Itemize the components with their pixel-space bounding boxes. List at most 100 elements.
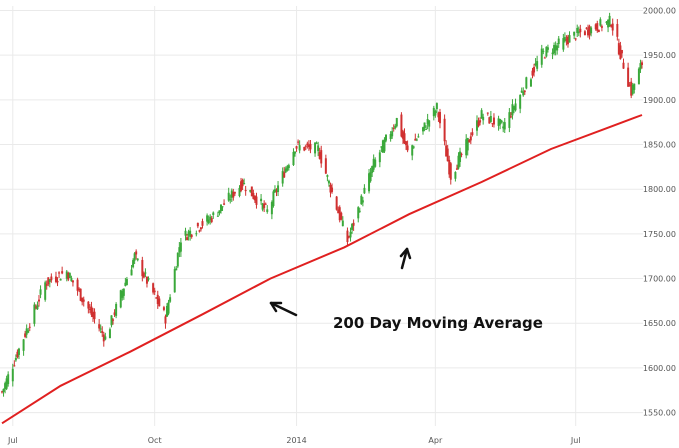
candle: [448, 155, 451, 178]
candle-body: [414, 138, 417, 141]
candle-body: [24, 333, 27, 337]
candle: [432, 105, 435, 121]
candle: [460, 152, 463, 158]
candle-body: [164, 316, 167, 324]
candle: [1, 390, 3, 394]
candle: [218, 210, 221, 216]
candle: [24, 330, 27, 339]
candle-body: [104, 336, 107, 340]
candle-body: [511, 104, 514, 116]
y-tick-label: 1600.00: [643, 364, 676, 373]
candle-body: [243, 183, 246, 185]
candle-body: [45, 284, 48, 286]
candle-body: [616, 23, 619, 37]
candle: [207, 215, 210, 225]
candle: [167, 299, 170, 316]
candle-body: [33, 304, 36, 324]
candle: [329, 182, 332, 198]
candle: [562, 33, 565, 52]
candle-body: [253, 195, 256, 201]
candle-body: [340, 212, 343, 220]
candle: [320, 145, 323, 168]
candle: [488, 116, 491, 124]
candle: [38, 295, 41, 307]
candle-body: [469, 136, 472, 141]
candle-body: [184, 230, 187, 236]
candle: [121, 288, 124, 301]
candle-body: [522, 91, 525, 96]
candle-body: [568, 35, 571, 43]
candle: [583, 29, 586, 36]
candle: [520, 87, 523, 93]
candle-body: [551, 52, 554, 55]
candle: [2, 388, 5, 397]
grid-layer: [0, 6, 643, 426]
candle-body: [244, 189, 247, 192]
candle-body: [460, 153, 463, 155]
candle: [477, 117, 480, 128]
candle-body: [264, 203, 267, 205]
candle: [358, 207, 361, 213]
candle: [104, 332, 107, 341]
y-tick-label: 1650.00: [643, 319, 676, 328]
candle-body: [175, 268, 178, 271]
candle: [577, 26, 580, 37]
candle: [405, 140, 408, 150]
candle-body: [229, 199, 232, 201]
candle-body: [509, 116, 512, 118]
candle-body: [78, 288, 81, 291]
candle: [7, 371, 10, 387]
candle: [175, 265, 178, 271]
candle-body: [596, 23, 599, 31]
candle: [34, 304, 37, 310]
candle-body: [543, 57, 546, 59]
candle-body: [331, 187, 334, 192]
candle: [620, 49, 623, 58]
candle-body: [513, 107, 515, 109]
candle: [39, 285, 42, 299]
candle: [173, 266, 176, 293]
candle-body: [466, 137, 469, 151]
candle: [588, 24, 591, 40]
candle-body: [292, 151, 295, 166]
candle: [314, 142, 317, 157]
candle: [221, 206, 224, 211]
candle-body: [70, 277, 73, 282]
candle: [144, 268, 147, 278]
candle-body: [28, 326, 31, 328]
candle: [337, 206, 340, 214]
candle-body: [579, 28, 582, 33]
candle-body: [201, 221, 204, 226]
candle-body: [536, 61, 539, 69]
candle-body: [488, 117, 491, 124]
candle-body: [113, 312, 116, 315]
candle-body: [622, 62, 625, 69]
candle-body: [540, 48, 543, 65]
candle-body: [405, 141, 408, 146]
candle: [309, 140, 312, 154]
candle-body: [425, 128, 428, 130]
candle: [596, 20, 599, 33]
candle-body: [637, 68, 640, 85]
candle-body: [486, 112, 489, 114]
candle-body: [633, 83, 636, 90]
candle: [502, 121, 505, 133]
candle-body: [309, 143, 312, 150]
candle: [331, 183, 334, 194]
candle-body: [223, 203, 226, 205]
candle: [617, 38, 620, 56]
candle-body: [594, 24, 597, 30]
candle-body: [115, 304, 118, 316]
candle-body: [112, 319, 115, 321]
candle-body: [438, 111, 441, 124]
candle: [284, 166, 287, 174]
candle-body: [576, 27, 579, 33]
candle-body: [445, 145, 448, 157]
candle-body: [16, 351, 19, 358]
candle-body: [610, 24, 613, 27]
candle-body: [553, 45, 556, 54]
candle-body: [198, 230, 201, 232]
candle-body: [110, 315, 113, 326]
candle: [412, 145, 415, 149]
candle: [132, 258, 135, 269]
